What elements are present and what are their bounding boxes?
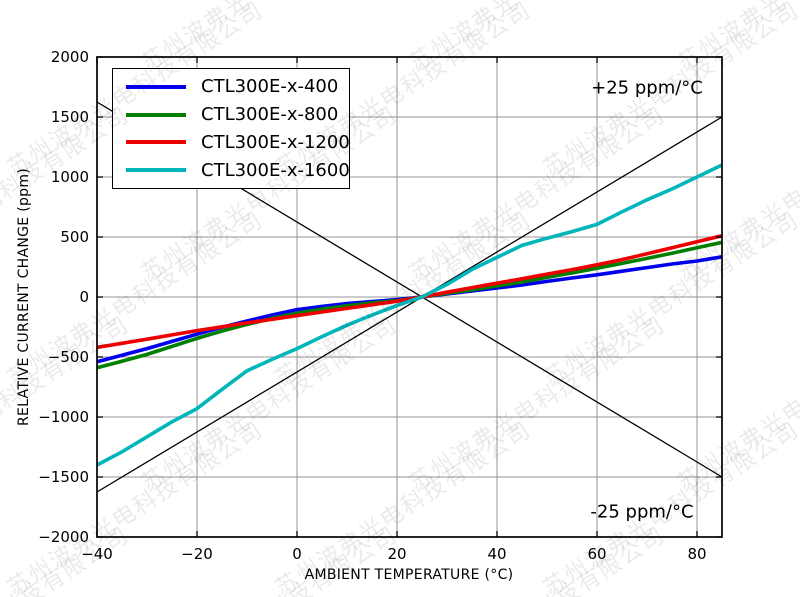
x-axis-label: AMBIENT TEMPERATURE (°C)	[304, 567, 514, 583]
legend-line-swatch	[126, 168, 186, 173]
legend-line-swatch	[126, 84, 186, 89]
y-tick-label: −1500	[38, 468, 89, 486]
legend-item-label: CTL300E-x-800	[201, 104, 339, 126]
reference-line-plus25	[96, 116, 723, 493]
plot-frame	[96, 56, 723, 538]
y-tick-label: 1500	[51, 108, 89, 126]
legend-item: CTL300E-x-400	[113, 74, 349, 100]
legend-item-label: CTL300E-x-400	[201, 76, 339, 98]
y-tick-label: −2000	[38, 528, 89, 546]
legend-item: CTL300E-x-1200	[113, 129, 350, 155]
y-tick-label: 2000	[51, 48, 89, 66]
x-tick-label: 0	[292, 545, 302, 563]
y-axis-label: RELATIVE CURRENT CHANGE (ppm)	[16, 167, 32, 427]
legend-item: CTL300E-x-800	[113, 102, 349, 128]
y-tick-label: 1000	[51, 168, 89, 186]
legend-item-label: CTL300E-x-1200	[201, 131, 350, 153]
y-tick-label: 0	[79, 288, 89, 306]
y-tick-label: −1000	[38, 408, 89, 426]
x-tick-label: 40	[487, 545, 506, 563]
legend-line-swatch	[126, 112, 186, 117]
annotation-plus25ppm: +25 ppm/°C	[591, 77, 703, 99]
series-line-CTL300E-x-1200	[96, 234, 723, 350]
y-tick-label: −500	[48, 348, 89, 366]
legend-line-swatch	[126, 140, 186, 145]
series-line-CTL300E-x-1600	[96, 163, 723, 467]
legend-item: CTL300E-x-1600	[113, 157, 350, 183]
x-tick-label: 20	[387, 545, 406, 563]
x-tick-label: 80	[687, 545, 706, 563]
x-tick-label: −40	[81, 545, 113, 563]
x-tick-label: 60	[587, 545, 606, 563]
y-tick-label: 500	[60, 228, 89, 246]
annotation-minus25ppm: -25 ppm/°C	[590, 501, 694, 523]
legend: CTL300E-x-400 CTL300E-x-800 CTL300E-x-12…	[112, 68, 350, 189]
series-line-CTL300E-x-400	[96, 255, 723, 364]
legend-item-label: CTL300E-x-1600	[201, 159, 350, 181]
x-tick-label: −20	[181, 545, 213, 563]
